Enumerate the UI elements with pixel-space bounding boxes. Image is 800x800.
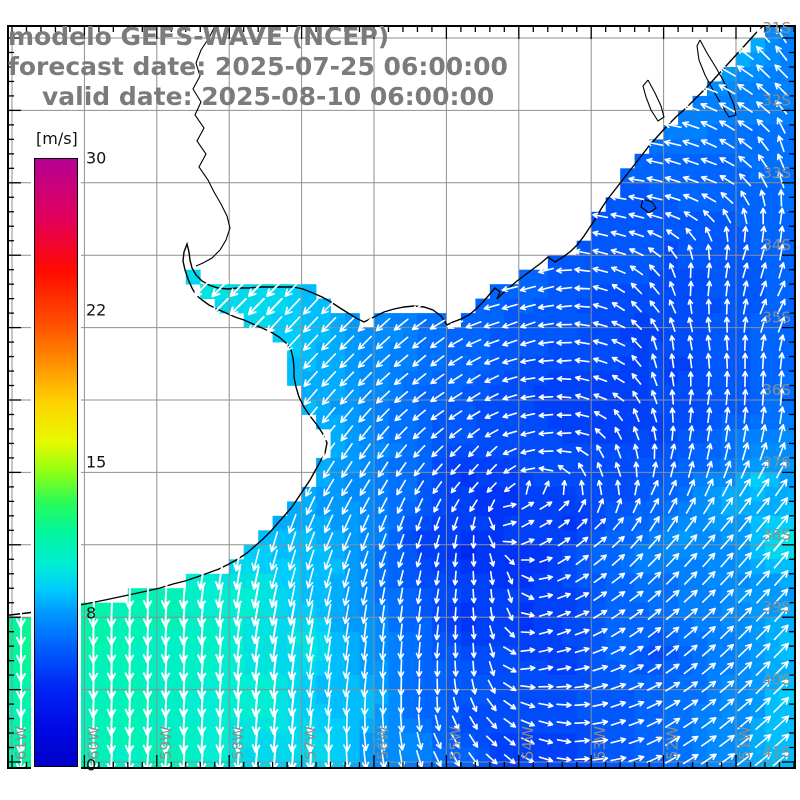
colorbar-gradient (34, 158, 78, 767)
coastline (8, 26, 764, 616)
lon-label-51W: 51W (736, 726, 754, 760)
lon-label-58W: 58W (229, 726, 247, 760)
lat-label-41S: 41S (762, 743, 791, 761)
colorbar-tick-0: 0 (86, 755, 97, 775)
lon-label-52W: 52W (664, 726, 682, 760)
colorbar-tick-8: 8 (86, 603, 97, 623)
lat-label-31S: 31S (762, 19, 791, 37)
lat-label-40S: 40S (762, 671, 791, 689)
river-line (640, 198, 657, 214)
lon-label-59W: 59W (157, 726, 175, 760)
lat-label-37S: 37S (762, 453, 791, 471)
colorbar-tick-15: 15 (86, 452, 107, 471)
river-line (642, 79, 665, 122)
lat-label-32S: 32S (762, 91, 791, 109)
wind-arrows-layer (15, 26, 790, 768)
lon-label-56W: 56W (374, 726, 392, 760)
lat-label-36S: 36S (762, 381, 791, 399)
colorbar-unit-label: [m/s] (36, 129, 78, 148)
lat-label-33S: 33S (762, 164, 791, 182)
coastline-layer (8, 26, 764, 616)
lat-label-38S: 38S (762, 526, 791, 544)
geo-labels-layer: 31S 32S 33S 34S 35S 36S 37S 38S 39S 40S 41S 61W 60W 5… (12, 19, 791, 761)
lon-label-57W: 57W (302, 726, 320, 760)
lon-label-61W: 61W (12, 726, 30, 760)
lon-label-60W: 60W (84, 726, 102, 760)
axes-frame-layer (7, 25, 796, 769)
river-line (192, 26, 231, 267)
river-line (696, 39, 737, 118)
lat-label-39S: 39S (762, 598, 791, 616)
lat-label-35S: 35S (762, 309, 791, 327)
lon-label-53W: 53W (591, 726, 609, 760)
colorbar-tick-22: 22 (86, 300, 107, 320)
lon-label-54W: 54W (519, 726, 537, 760)
lon-label-55W: 55W (446, 726, 464, 760)
lat-label-34S: 34S (762, 236, 791, 254)
colorbar-tick-30: 30 (86, 148, 107, 168)
